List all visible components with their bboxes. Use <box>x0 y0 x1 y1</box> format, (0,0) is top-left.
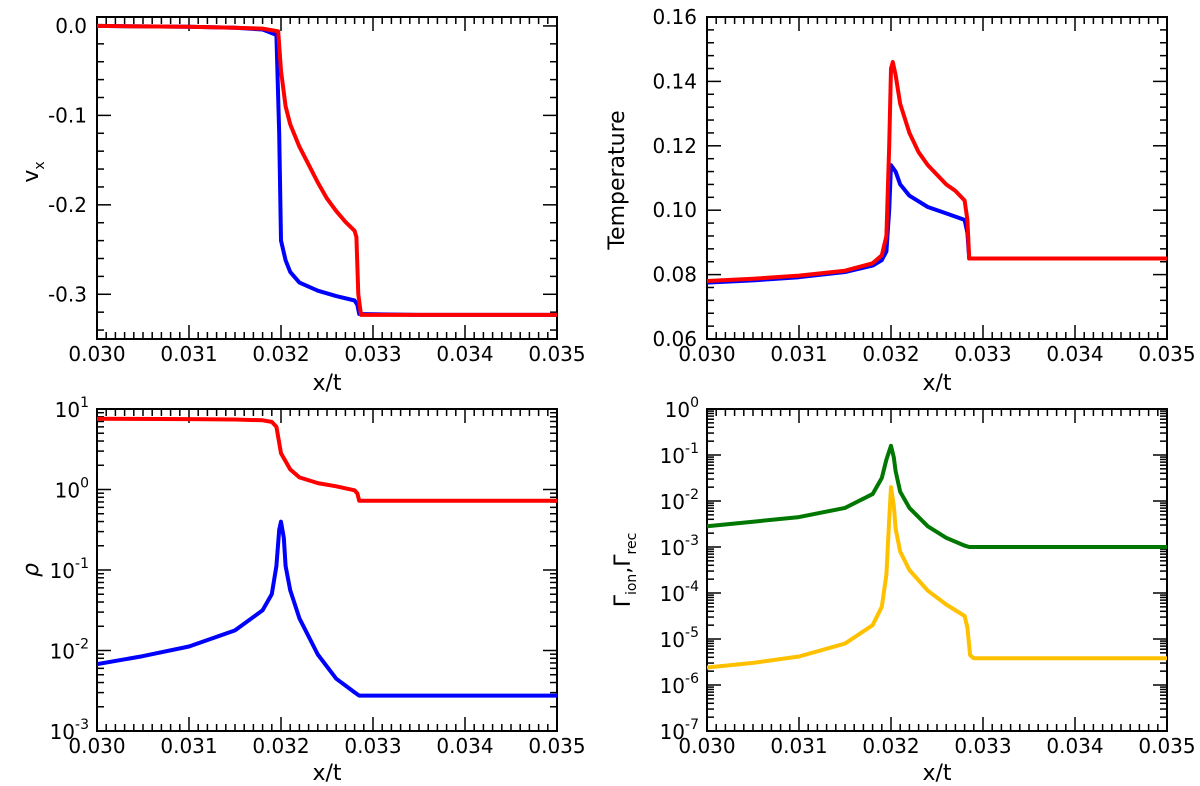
temperature-ytick-label: 0.06 <box>652 327 697 351</box>
gamma-ytick-label: 10-7 <box>660 717 699 744</box>
vx-ytick-label: -0.2 <box>48 193 87 217</box>
rho-ytick-label: 101 <box>55 395 89 422</box>
gamma-series-yellow <box>707 485 1167 670</box>
rho-ytick-label: 10-3 <box>50 717 89 744</box>
gamma-ytick-label: 10-2 <box>660 487 699 514</box>
gamma-xtick-label: 0.030 <box>678 734 735 758</box>
rho-series-red <box>97 416 557 503</box>
gamma-ytick-label: 10-3 <box>660 533 699 560</box>
vx-ytick-label: -0.3 <box>48 282 87 306</box>
rho-frame <box>96 408 558 732</box>
temperature-series-red <box>707 60 1167 283</box>
vx-frame <box>96 16 558 340</box>
temperature-xtick-label: 0.033 <box>954 342 1011 366</box>
vx-panel: vx x/t 0.030 0.031 0.032 0.033 0.034 0.035 0.0… <box>19 14 586 396</box>
temperature-xtick-label: 0.031 <box>770 342 827 366</box>
gamma-xtick-label: 0.035 <box>1138 734 1195 758</box>
temperature-ytick-label: 0.08 <box>652 263 697 287</box>
temperature-ylabel: Temperature <box>605 110 630 250</box>
rho-ytick-label: 10-2 <box>50 637 89 664</box>
gamma-ytick-label: 10-6 <box>660 671 700 698</box>
gamma-panel: Γion,Γrec x/t 0.030 0.031 0.032 0.033 0.034 0… <box>611 395 1196 786</box>
temperature-ytick-label: 0.10 <box>652 198 697 222</box>
temperature-panel: Temperature x/t 0.030 0.031 0.032 0.033 0.03… <box>605 5 1196 396</box>
temperature-ytick-label: 0.12 <box>652 134 697 158</box>
rho-ylabel: ρ <box>19 563 44 577</box>
gamma-xtick-label: 0.033 <box>954 734 1011 758</box>
temperature-xtick-label: 0.032 <box>862 342 919 366</box>
gamma-ylabel: Γion,Γrec <box>611 533 640 608</box>
temperature-series-blue <box>707 163 1167 285</box>
temperature-xtick-label: 0.030 <box>678 342 735 366</box>
rho-xtick-label: 0.034 <box>436 734 493 758</box>
gamma-series-green <box>707 443 1167 549</box>
temperature-ytick-label: 0.16 <box>652 5 697 29</box>
vx-series-red <box>97 23 557 317</box>
temperature-xtick-label: 0.035 <box>1138 342 1195 366</box>
vx-xtick-label: 0.034 <box>436 342 493 366</box>
gamma-ytick-label: 10-4 <box>660 579 700 606</box>
vx-ytick-label: 0.0 <box>55 14 87 38</box>
gamma-xlabel: x/t <box>922 761 951 786</box>
vx-xlabel: x/t <box>312 371 341 396</box>
rho-xlabel: x/t <box>312 761 341 786</box>
vx-xtick-label: 0.033 <box>344 342 401 366</box>
rho-xtick-label: 0.032 <box>252 734 309 758</box>
gamma-ytick-label: 10-5 <box>660 625 699 652</box>
vx-ylabel: vx <box>19 161 48 182</box>
rho-xtick-label: 0.033 <box>344 734 401 758</box>
temperature-xlabel: x/t <box>922 371 951 396</box>
gamma-ytick-label: 10-1 <box>660 441 699 468</box>
rho-xtick-label: 0.030 <box>68 734 125 758</box>
rho-xtick-label: 0.031 <box>160 734 217 758</box>
rho-series-blue <box>97 519 557 698</box>
gamma-xtick-label: 0.034 <box>1046 734 1103 758</box>
rho-ytick-label: 100 <box>55 476 89 503</box>
rho-ytick-label: 10-1 <box>50 556 89 583</box>
temperature-xtick-label: 0.034 <box>1046 342 1103 366</box>
vx-xtick-label: 0.035 <box>528 342 585 366</box>
rho-panel: ρ x/t 0.030 0.031 0.032 0.033 0.034 0.035 101 1… <box>19 395 586 786</box>
gamma-ytick-label: 100 <box>665 395 699 422</box>
gamma-xtick-label: 0.032 <box>862 734 919 758</box>
gamma-frame <box>706 408 1168 732</box>
vx-xtick-label: 0.031 <box>160 342 217 366</box>
vx-ytick-label: -0.1 <box>48 103 87 127</box>
rho-xtick-label: 0.035 <box>528 734 585 758</box>
temperature-frame <box>706 16 1168 340</box>
gamma-xtick-label: 0.031 <box>770 734 827 758</box>
temperature-ytick-label: 0.14 <box>652 69 697 93</box>
vx-xtick-label: 0.030 <box>68 342 125 366</box>
vx-series-blue <box>97 23 557 317</box>
vx-xtick-label: 0.032 <box>252 342 309 366</box>
